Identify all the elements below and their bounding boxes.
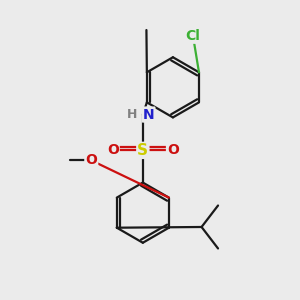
Text: N: N	[143, 107, 154, 122]
Text: O: O	[167, 143, 179, 158]
Text: O: O	[107, 143, 119, 158]
Text: S: S	[137, 143, 148, 158]
Text: H: H	[127, 108, 137, 121]
Text: Cl: Cl	[185, 29, 200, 43]
Text: O: O	[85, 153, 97, 167]
